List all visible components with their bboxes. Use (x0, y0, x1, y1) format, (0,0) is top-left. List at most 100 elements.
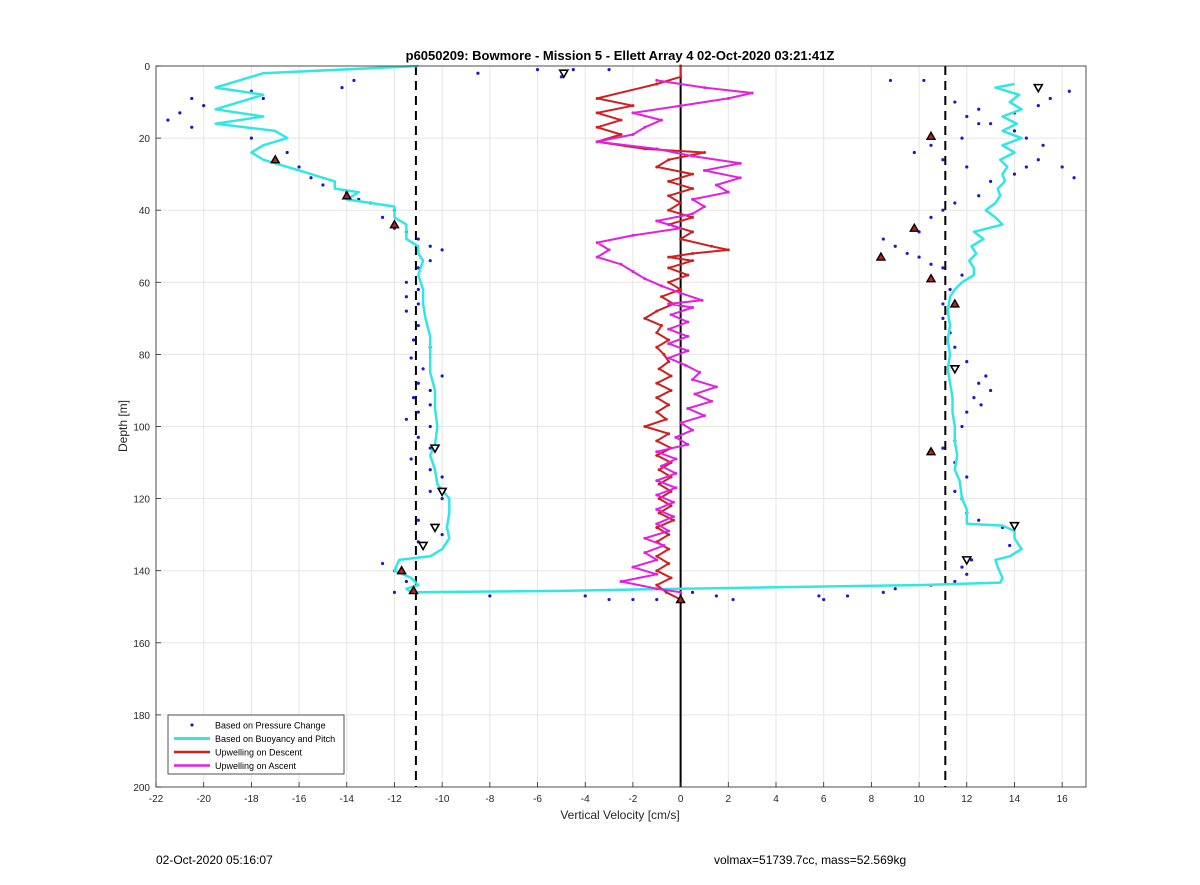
pressure-change-point (1041, 143, 1045, 147)
series-point (664, 590, 668, 594)
x-axis-ticks: -22 -20 -18 -16 -14 -12 -10 -8 -6 -4 -2 0 2 4 6 8 10 12 14… (149, 782, 1068, 805)
series-point (714, 385, 718, 389)
series-point (660, 464, 664, 468)
pressure-change-point (428, 424, 432, 429)
series-point (631, 111, 635, 115)
pressure-change-point (1024, 136, 1028, 140)
x-tick-label: 8 (869, 794, 875, 805)
series-point (686, 273, 690, 277)
pressure-change-point (571, 68, 575, 72)
x-tick-label: -20 (196, 794, 211, 805)
series-point (643, 536, 647, 540)
marker-triangle-down (949, 365, 961, 375)
pressure-change-point (409, 457, 413, 461)
series-point (691, 378, 695, 382)
reference-lines (414, 66, 947, 787)
pressure-change-point (380, 561, 385, 566)
pressure-change-point (416, 435, 420, 439)
series-point (660, 295, 664, 299)
series-point (667, 208, 671, 212)
series-point (655, 410, 659, 414)
pressure-change-point (428, 489, 432, 493)
pressure-change-point (989, 179, 993, 183)
series-point (595, 111, 599, 115)
y-tick-label: 20 (139, 134, 151, 145)
pressure-change-point (941, 158, 945, 162)
pressure-change-point (948, 287, 952, 292)
series-point (691, 187, 695, 191)
marker-triangle-up (875, 251, 887, 261)
pressure-change-point (583, 594, 587, 598)
y-tick-label: 60 (139, 278, 151, 289)
pressure-change-point (340, 86, 344, 90)
series-point (643, 125, 647, 129)
y-tick-label: 200 (133, 783, 150, 794)
pressure-change-point (440, 497, 444, 501)
series-point (655, 309, 659, 313)
pressure-change-point (416, 323, 420, 328)
series-point (679, 237, 683, 241)
series-point (619, 580, 623, 584)
x-tick-label: 4 (773, 794, 779, 805)
series-point (667, 266, 671, 270)
series-point (660, 284, 664, 288)
series-point (595, 125, 599, 129)
series-point (691, 154, 695, 158)
series-point (631, 132, 635, 136)
series-point (655, 583, 659, 587)
series-point (655, 439, 659, 443)
pressure-change-point (941, 266, 945, 270)
x-tick-label: 10 (914, 794, 926, 805)
series-point (595, 255, 599, 259)
pressure-change-point (428, 403, 432, 407)
pressure-change-point (380, 215, 385, 220)
pressure-change-point (960, 273, 964, 277)
x-tick-label: -8 (485, 794, 494, 805)
series-point (655, 219, 659, 223)
pressure-change-point (929, 215, 933, 220)
series-point (669, 504, 673, 508)
x-tick-label: 2 (726, 794, 732, 805)
pressure-change-point (416, 302, 420, 306)
series-point (702, 151, 706, 155)
series-line-upwelling-on-descent (596, 66, 730, 601)
series-point (671, 518, 675, 522)
series-point (669, 313, 673, 317)
series-point (691, 212, 695, 216)
marker-triangle-up (925, 130, 937, 140)
y-tick-label: 80 (139, 350, 151, 361)
series-point (686, 349, 690, 353)
pressure-change-point (1048, 96, 1052, 101)
series-point (664, 417, 668, 421)
series-point (655, 147, 659, 151)
y-tick-label: 0 (144, 62, 150, 73)
pressure-change-point (428, 244, 432, 248)
series-point (631, 233, 635, 237)
series-point (667, 360, 671, 364)
series-point (657, 497, 661, 501)
marker-triangle-down (961, 556, 973, 566)
series-point (607, 248, 611, 252)
series-point (691, 215, 695, 219)
series-point (750, 91, 754, 95)
pressure-change-point (965, 165, 969, 169)
series-point (655, 479, 659, 483)
marker-triangle-up (925, 446, 937, 456)
series-point (667, 432, 671, 436)
footer-timestamp: 02-Oct-2020 05:16:07 (156, 853, 273, 867)
series-point (655, 453, 659, 457)
pressure-change-point (905, 251, 909, 256)
series-point (667, 356, 671, 360)
pressure-change-point (190, 96, 194, 101)
series-point (691, 230, 695, 234)
pressure-change-point (817, 594, 821, 598)
pressure-change-point (941, 208, 945, 212)
y-tick-label: 100 (133, 423, 150, 434)
series-point (655, 381, 659, 385)
x-tick-label: -18 (244, 794, 259, 805)
legend-swatch-dot (190, 723, 194, 727)
x-tick-label: 0 (678, 794, 684, 805)
pressure-change-point (1036, 158, 1040, 162)
series-point (655, 450, 659, 454)
